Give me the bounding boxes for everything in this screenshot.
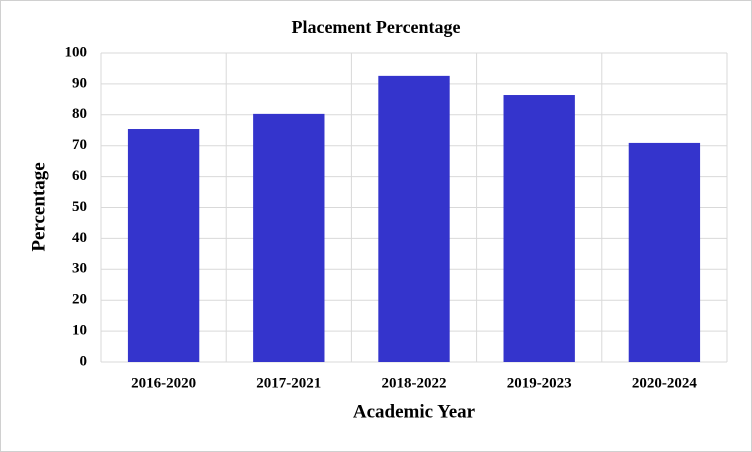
chart-title: Placement Percentage [291,17,460,37]
x-tick-label: 2017-2021 [256,375,321,391]
y-tick-label: 10 [72,323,87,339]
x-tick-label: 2020-2024 [632,375,697,391]
bar [127,129,200,362]
x-tick-label: 2018-2022 [382,375,447,391]
y-tick-label: 70 [72,137,87,153]
bar [378,75,450,362]
x-axis-label: Academic Year [353,401,476,422]
y-tick-label: 80 [72,106,87,122]
y-tick-label: 50 [72,199,87,215]
y-tick-label: 0 [80,353,88,369]
y-tick-label: 60 [72,168,87,184]
bar [253,113,325,362]
y-tick-label: 90 [72,75,87,91]
x-tick-label: 2019-2023 [507,375,572,391]
y-tick-label: 30 [72,261,87,277]
y-tick-label: 40 [72,230,87,246]
bar [628,142,701,362]
bar [503,95,575,363]
y-tick-label: 20 [72,292,87,308]
x-tick-label: 2016-2020 [131,375,196,391]
y-axis-label: Percentage [28,162,49,251]
y-tick-label: 100 [65,44,88,60]
